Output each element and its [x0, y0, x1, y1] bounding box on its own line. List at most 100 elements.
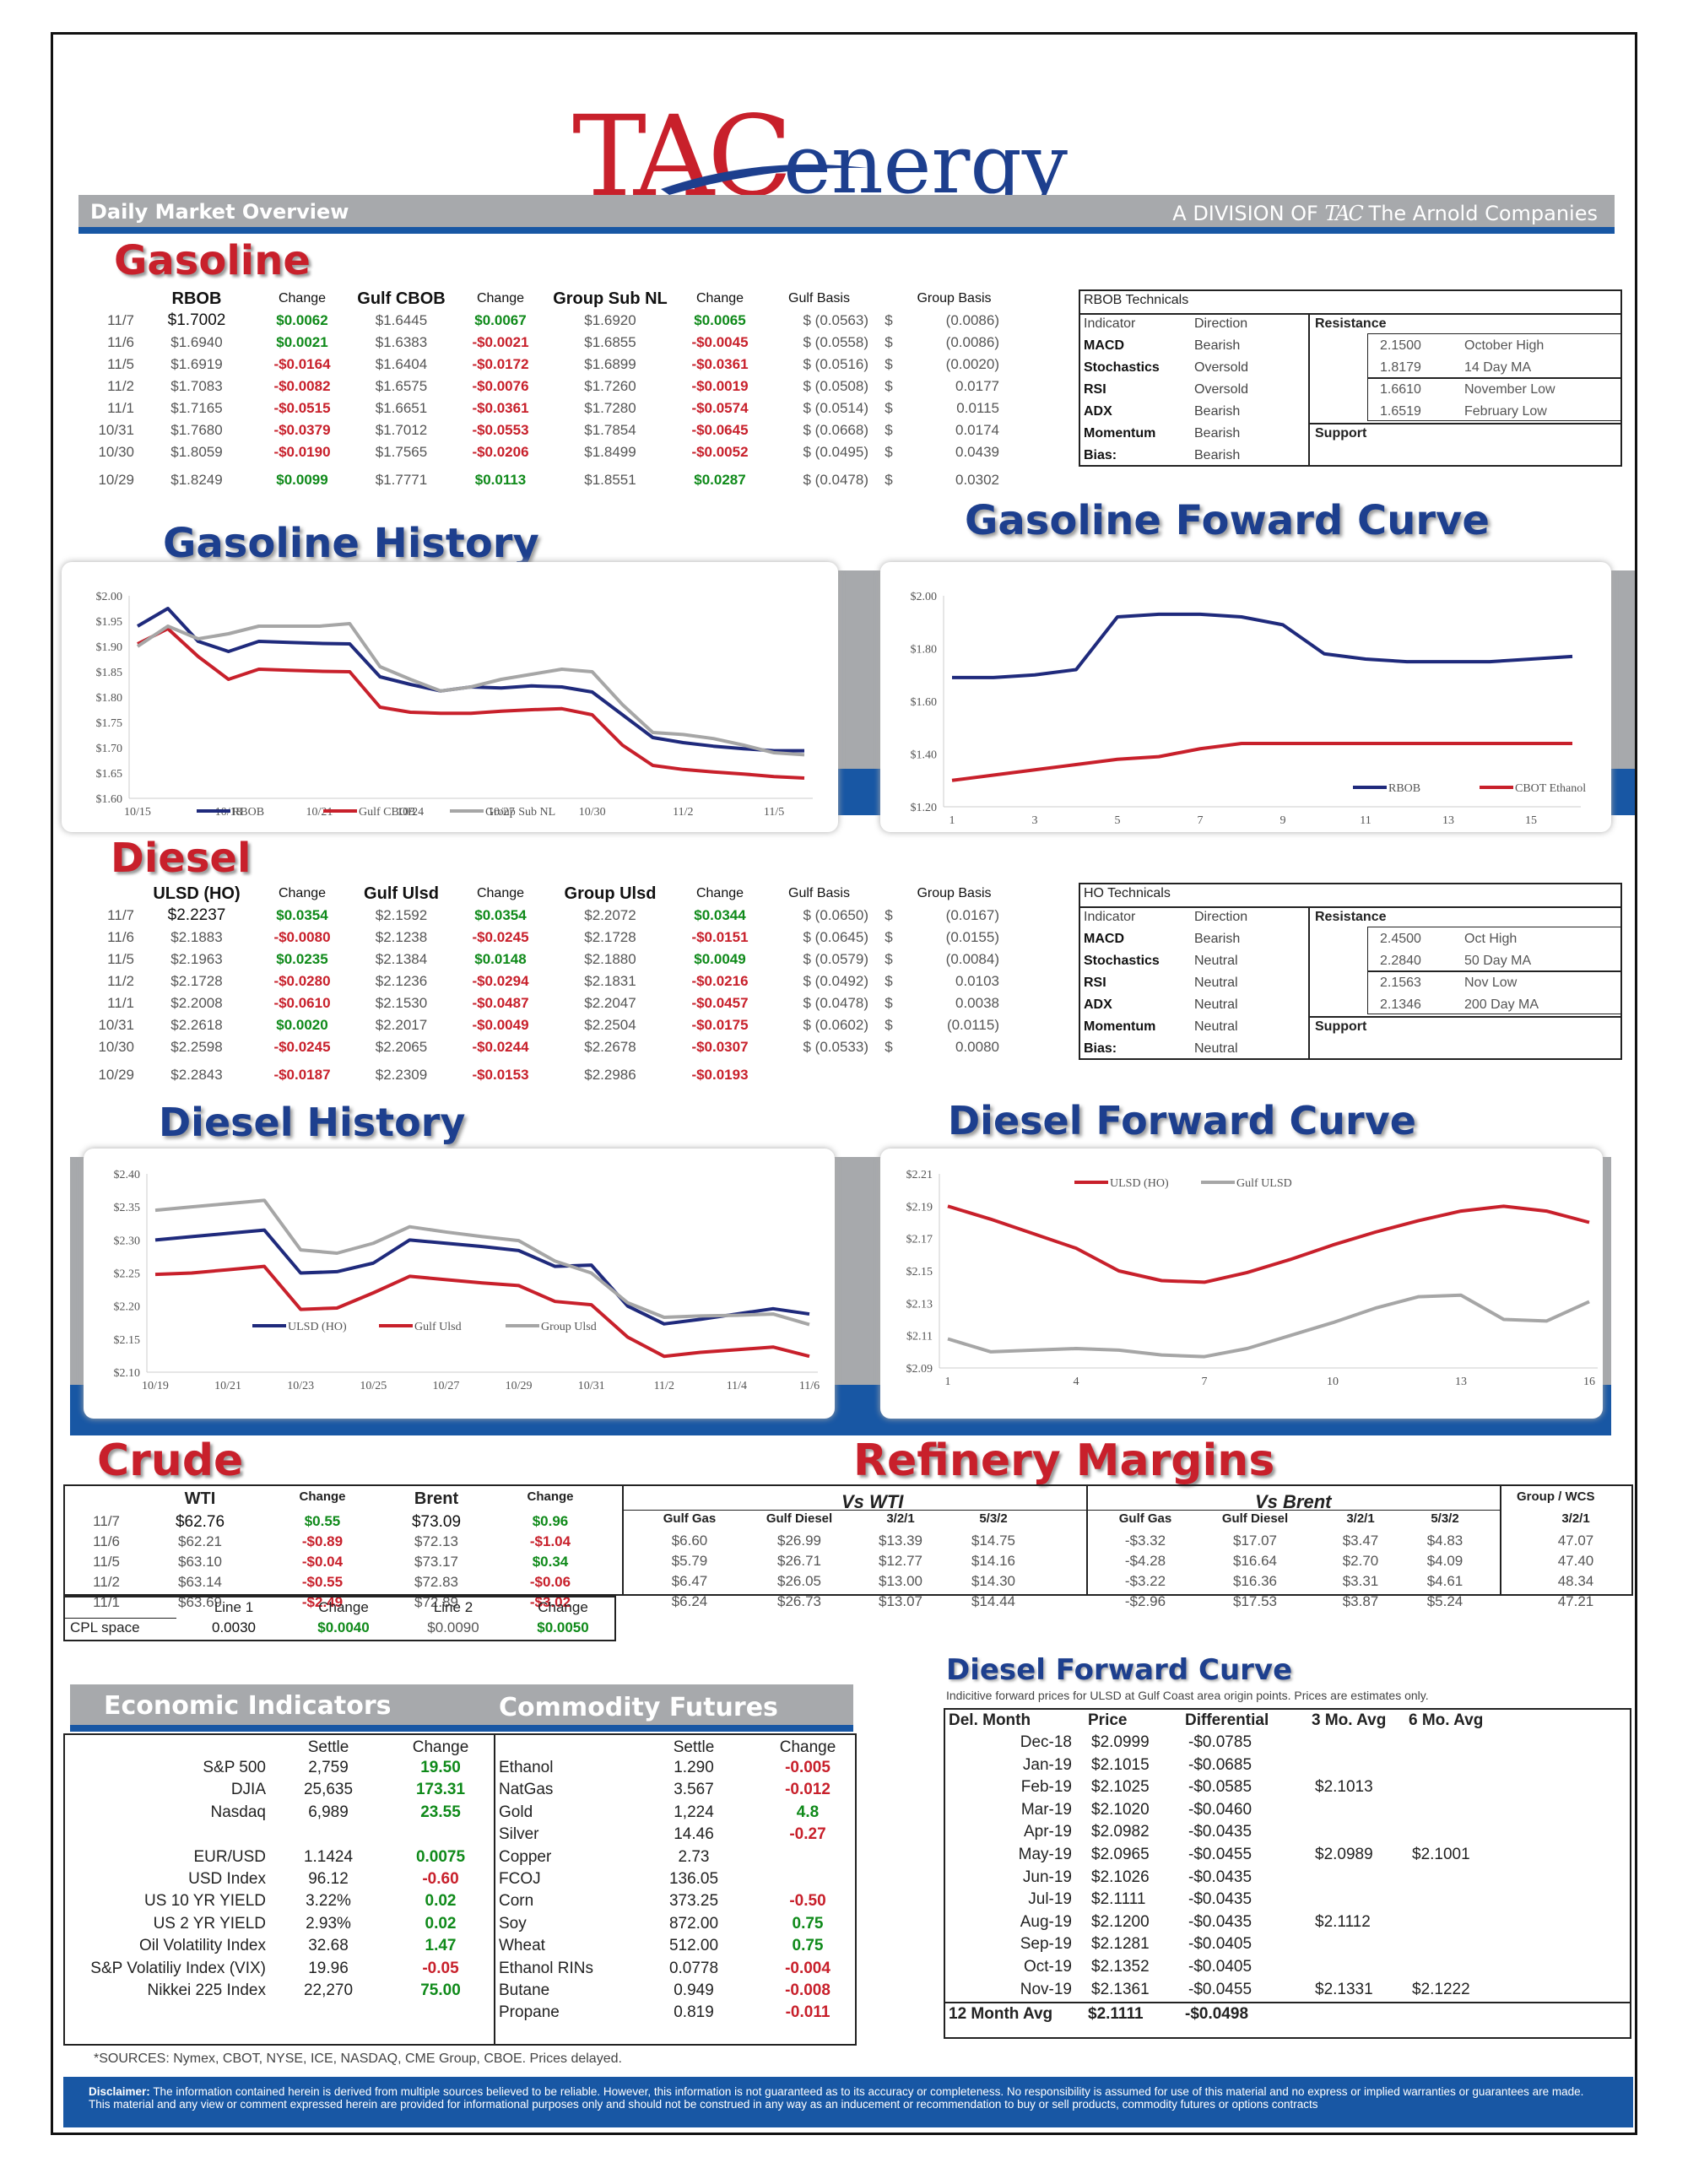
indicator-direction: Bearish	[1194, 404, 1241, 419]
crude-value: -$2.49	[301, 1594, 344, 1610]
table-row: 10/31 $2.2618 $0.0020 $2.2017 -$0.0049 $2.250…	[87, 1014, 1003, 1036]
x-tick-label: 1	[945, 1376, 951, 1388]
technicals-box: HO Technicals Indicator Direction MACD Beari…	[1079, 883, 1622, 1060]
table-cell: -$0.0245	[273, 1039, 331, 1055]
forward-total-cell: $2.1111	[1088, 2005, 1144, 2023]
table-cell: $ (0.0533)	[803, 1039, 869, 1055]
table-cell: $2.1384	[375, 951, 428, 967]
commodity-change: -0.005	[785, 1759, 830, 1776]
margin-value: $5.24	[1426, 1593, 1463, 1609]
x-tick-label: 10/31	[578, 1380, 605, 1392]
table-cell: $1.6383	[375, 334, 428, 350]
legend-label: Gulf ULSD	[1236, 1177, 1292, 1190]
commodity-change: 0.75	[792, 1914, 824, 1933]
divider	[1080, 906, 1620, 908]
table-cell: $ (0.0579)	[803, 951, 869, 967]
column-header: Gulf Ulsd	[364, 884, 439, 903]
table-cell: $1.6404	[375, 356, 428, 372]
indicator-direction: Bearish	[1194, 932, 1241, 946]
divider	[1308, 313, 1310, 465]
econ-title: Economic Indicators	[104, 1691, 392, 1721]
econ-header: Settle	[673, 1738, 715, 1756]
econ-label: DJIA	[230, 1781, 266, 1799]
y-tick-label: $2.00	[911, 591, 938, 603]
margin-value: $26.05	[777, 1573, 821, 1589]
table-cell: -$0.0457	[691, 995, 749, 1011]
column-header: Change	[476, 291, 525, 305]
table-cell: $0.0287	[694, 472, 746, 488]
table-cell: $0.0049	[694, 951, 746, 967]
margin-header: 5/3/2	[1431, 1511, 1459, 1526]
crude-header: Brent	[414, 1489, 459, 1508]
table-cell: $ (0.0478)	[803, 995, 869, 1011]
column-header	[872, 883, 906, 905]
column-header: Change	[278, 291, 327, 305]
margin-value: 47.21	[1557, 1593, 1594, 1609]
commodity-settle: 0.949	[674, 1981, 714, 1999]
y-tick-label: $2.09	[906, 1363, 933, 1376]
y-tick-label: $1.80	[96, 692, 123, 705]
forward-cell: $2.0999	[1091, 1733, 1150, 1751]
margin-value: -$3.32	[1124, 1533, 1166, 1549]
vs-wti-label: Vs WTI	[841, 1491, 904, 1512]
commodity-settle: 872.00	[668, 1914, 719, 1933]
table-cell: $2.2309	[375, 1067, 428, 1083]
commodity-name: Corn	[499, 1892, 534, 1911]
table-cell: $	[885, 356, 893, 372]
table-cell: $2.2504	[584, 1017, 636, 1033]
econ-label: US 2 YR YIELD	[153, 1914, 266, 1933]
table-cell: -$0.0553	[472, 422, 529, 438]
x-tick-label: 11/6	[799, 1380, 820, 1392]
y-tick-label: $1.85	[96, 667, 123, 679]
table-cell: $1.6920	[584, 312, 636, 328]
table-cell: $	[885, 334, 893, 350]
legend-label: CBOT Ethanol	[1515, 782, 1586, 795]
gasoline-history-chart: $1.60 $1.65 $1.70 $1.75 $1.80 $1.85 $1.90 $1.95…	[96, 591, 813, 819]
forward-cell: May-19	[1018, 1846, 1072, 1863]
econ-label: Oil Volatility Index	[139, 1937, 266, 1955]
forward-cell: Sep-19	[1020, 1935, 1072, 1954]
x-tick-label: 5	[1115, 814, 1121, 827]
table-cell: $1.7012	[375, 422, 428, 438]
indicator-header: Indicator	[1084, 910, 1136, 924]
table-cell: -$0.0153	[472, 1067, 529, 1083]
table-cell: $2.1831	[584, 973, 636, 989]
margin-value: $17.07	[1233, 1533, 1277, 1549]
margin-value: $16.36	[1233, 1573, 1277, 1589]
y-tick-label: $2.10	[114, 1367, 141, 1380]
banner-underline	[78, 227, 1615, 234]
rbob-technicals: RBOB Technicals Indicator Direction MACD Bea…	[1079, 289, 1622, 467]
table-cell: (0.0020)	[945, 356, 999, 372]
column-header: ULSD (HO)	[153, 884, 241, 903]
sources-note: *SOURCES: Nymex, CBOT, NYSE, ICE, NASDAQ…	[94, 2052, 622, 2066]
margin-header: Gulf Diesel	[1221, 1511, 1289, 1526]
y-tick-label: $2.15	[906, 1266, 933, 1279]
y-tick-label: $1.70	[96, 743, 123, 755]
x-tick-label: 10/27	[432, 1380, 459, 1392]
table-cell: $1.6445	[375, 312, 428, 328]
commodity-settle: 1.290	[674, 1759, 714, 1776]
level-value: 2.4500	[1380, 932, 1421, 946]
crude-date: 11/1	[93, 1594, 120, 1610]
technicals-box: RBOB Technicals Indicator Direction MACD Bea…	[1079, 289, 1622, 467]
margin-header: Gulf Gas	[663, 1511, 717, 1526]
x-tick-label: 11/2	[654, 1380, 674, 1392]
y-tick-label: $2.35	[114, 1202, 141, 1214]
table-cell: -$0.0244	[472, 1039, 529, 1055]
table-cell: $1.7260	[584, 378, 636, 394]
level-value: 2.1346	[1380, 997, 1421, 1012]
table-cell: $ (0.0558)	[803, 334, 869, 350]
x-tick-label: 10/27	[488, 806, 515, 819]
x-tick-label: 7	[1198, 814, 1204, 827]
divider	[1308, 423, 1620, 424]
y-tick-label: $1.80	[911, 644, 938, 657]
x-tick-label: 11	[1360, 814, 1371, 827]
gasoline-title: Gasoline	[114, 237, 311, 284]
forward-header: Price	[1088, 1711, 1128, 1729]
table-cell: 11/6	[107, 929, 134, 945]
table-row: 10/29 $1.8249 $0.0099 $1.7771 $0.0113 $1.8551…	[87, 463, 1003, 489]
crude-date: 11/7	[93, 1513, 120, 1529]
indicator-direction: Neutral	[1194, 1041, 1238, 1056]
cpl-header: Line 1	[214, 1599, 254, 1615]
x-tick-label: 11/4	[727, 1380, 747, 1392]
